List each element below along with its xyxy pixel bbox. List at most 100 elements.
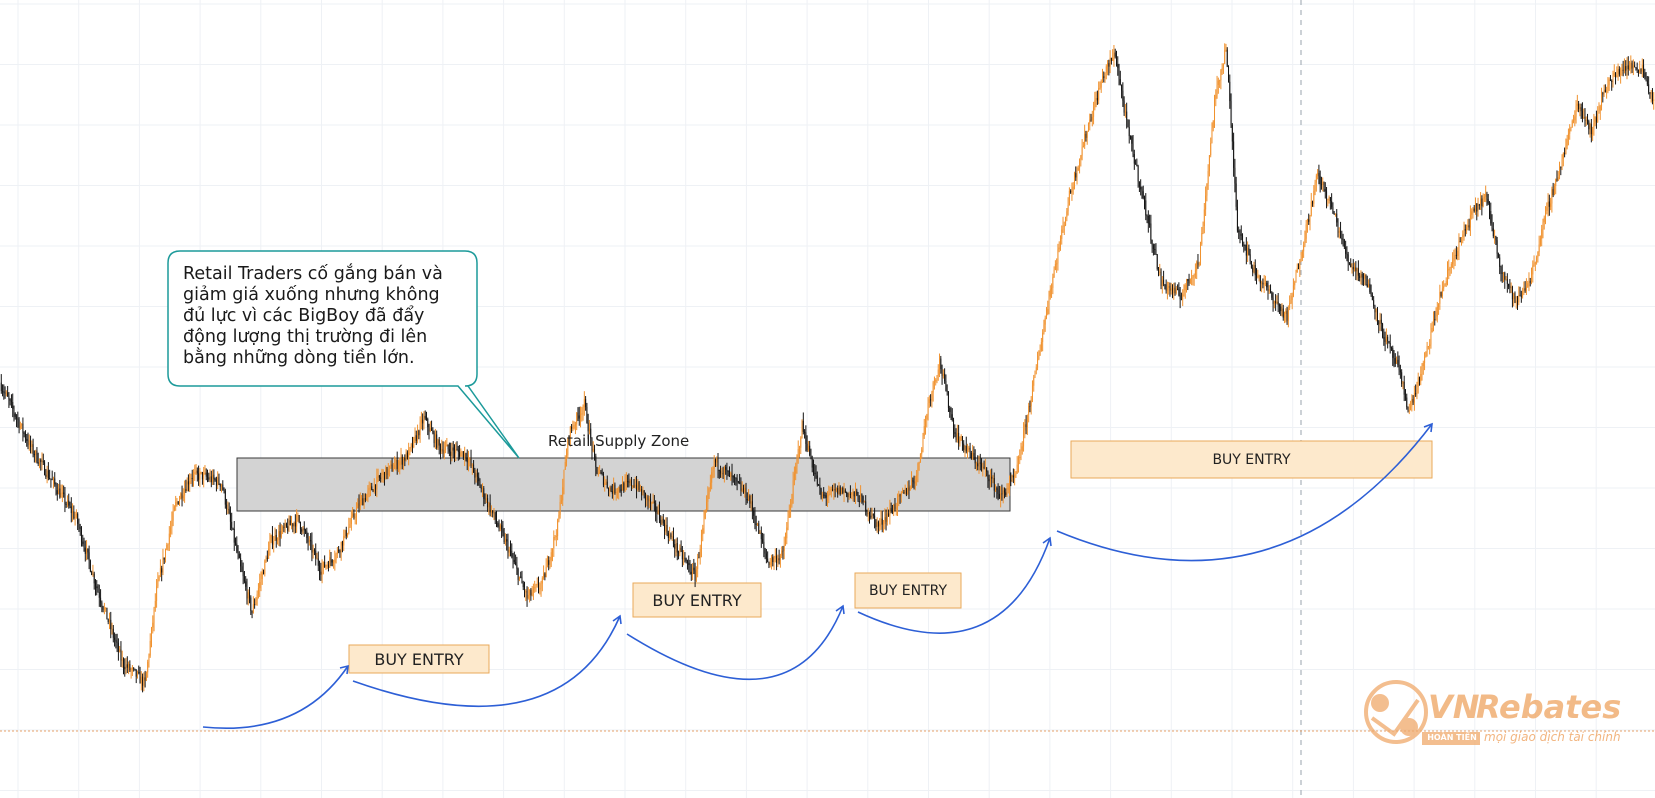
candle-up (1006, 489, 1008, 496)
candle-down (1272, 297, 1274, 304)
candle-up (1424, 357, 1426, 363)
candle-up (361, 498, 363, 501)
candle-up (1616, 75, 1618, 78)
candle-down (660, 519, 662, 525)
candle-up (1566, 139, 1568, 146)
candle-down (979, 462, 981, 464)
candle-up (572, 428, 574, 430)
candle-down (641, 489, 643, 496)
candle-up (1042, 332, 1044, 343)
candle-down (751, 501, 753, 511)
candle-up (932, 382, 934, 393)
candle-down (1348, 262, 1350, 264)
candle-down (358, 503, 360, 507)
candle-down (450, 451, 452, 456)
candle-up (1422, 362, 1424, 367)
candle-down (810, 455, 812, 460)
candle-down (1382, 323, 1384, 337)
buy-entry-zone-4[interactable] (1070, 440, 1433, 479)
candle-up (939, 358, 941, 370)
candle-down (126, 664, 128, 668)
candle-down (431, 428, 433, 431)
candle-down (1615, 73, 1617, 78)
candle-down (406, 452, 408, 460)
candle-down (1178, 289, 1180, 296)
candle-up (1310, 201, 1312, 216)
candle-up (475, 473, 477, 478)
candle-down (1373, 300, 1375, 306)
candle-up (1093, 107, 1095, 117)
candle-up (661, 518, 663, 525)
candle-up (895, 507, 897, 509)
candle-down (1143, 198, 1145, 201)
candle-down (27, 441, 29, 445)
candle-up (31, 444, 33, 448)
candle-down (587, 422, 589, 432)
candle-down (1418, 377, 1420, 382)
candle-up (297, 514, 299, 516)
candle-down (120, 649, 122, 661)
candle-up (1101, 76, 1103, 82)
candle-up (1608, 79, 1610, 86)
candle-up (282, 526, 284, 531)
candle-up (41, 460, 43, 463)
candle-up (158, 576, 160, 581)
buy-entry-zone-1[interactable] (348, 644, 490, 674)
candle-down (1262, 282, 1264, 285)
candle-up (582, 407, 584, 414)
candle-up (395, 459, 397, 465)
candle-down (122, 659, 124, 667)
candle-up (1351, 266, 1353, 268)
candle-down (415, 435, 417, 441)
candle-up (1124, 111, 1126, 113)
buy-entry-zone-3[interactable] (854, 572, 962, 609)
candle-up (1287, 307, 1289, 321)
candle-up (1463, 229, 1465, 235)
candle-down (1342, 239, 1344, 241)
candle-up (423, 415, 425, 424)
candle-up (247, 592, 249, 599)
candle-up (632, 485, 634, 487)
candle-down (7, 392, 9, 397)
candle-down (1318, 173, 1320, 177)
candle-up (60, 492, 62, 498)
candle-down (1228, 66, 1230, 82)
candle-down (947, 391, 949, 408)
candle-down (1387, 336, 1389, 342)
candle-up (1196, 262, 1198, 271)
candle-up (1066, 211, 1068, 218)
candle-up (162, 557, 164, 573)
candle-up (615, 492, 617, 494)
candle-up (260, 579, 262, 583)
candle-down (330, 557, 332, 561)
candle-up (221, 484, 223, 487)
candle-up (1214, 99, 1216, 121)
candle-up (410, 444, 412, 448)
candle-down (396, 459, 398, 469)
candle-up (308, 539, 310, 543)
candle-up (711, 472, 713, 483)
candle-down (240, 558, 242, 567)
candle-up (390, 464, 392, 466)
candle-down (961, 436, 963, 444)
candle-down (1519, 295, 1521, 297)
candle-up (170, 527, 172, 534)
candle-down (908, 487, 910, 491)
candle-down (1412, 399, 1414, 403)
candle-up (781, 550, 783, 556)
candle-down (1129, 136, 1131, 138)
candle-up (347, 533, 349, 537)
candle-up (704, 510, 706, 519)
candle-down (1118, 67, 1120, 80)
candle-down (1487, 199, 1489, 204)
candle-up (1210, 142, 1212, 156)
candle-down (728, 470, 730, 477)
candle-down (819, 484, 821, 489)
candle-up (1258, 275, 1260, 277)
buy-entry-zone-2[interactable] (632, 582, 762, 618)
candle-up (1360, 273, 1362, 278)
candle-up (182, 495, 184, 499)
candle-up (1574, 116, 1576, 121)
candle-down (1154, 249, 1156, 251)
